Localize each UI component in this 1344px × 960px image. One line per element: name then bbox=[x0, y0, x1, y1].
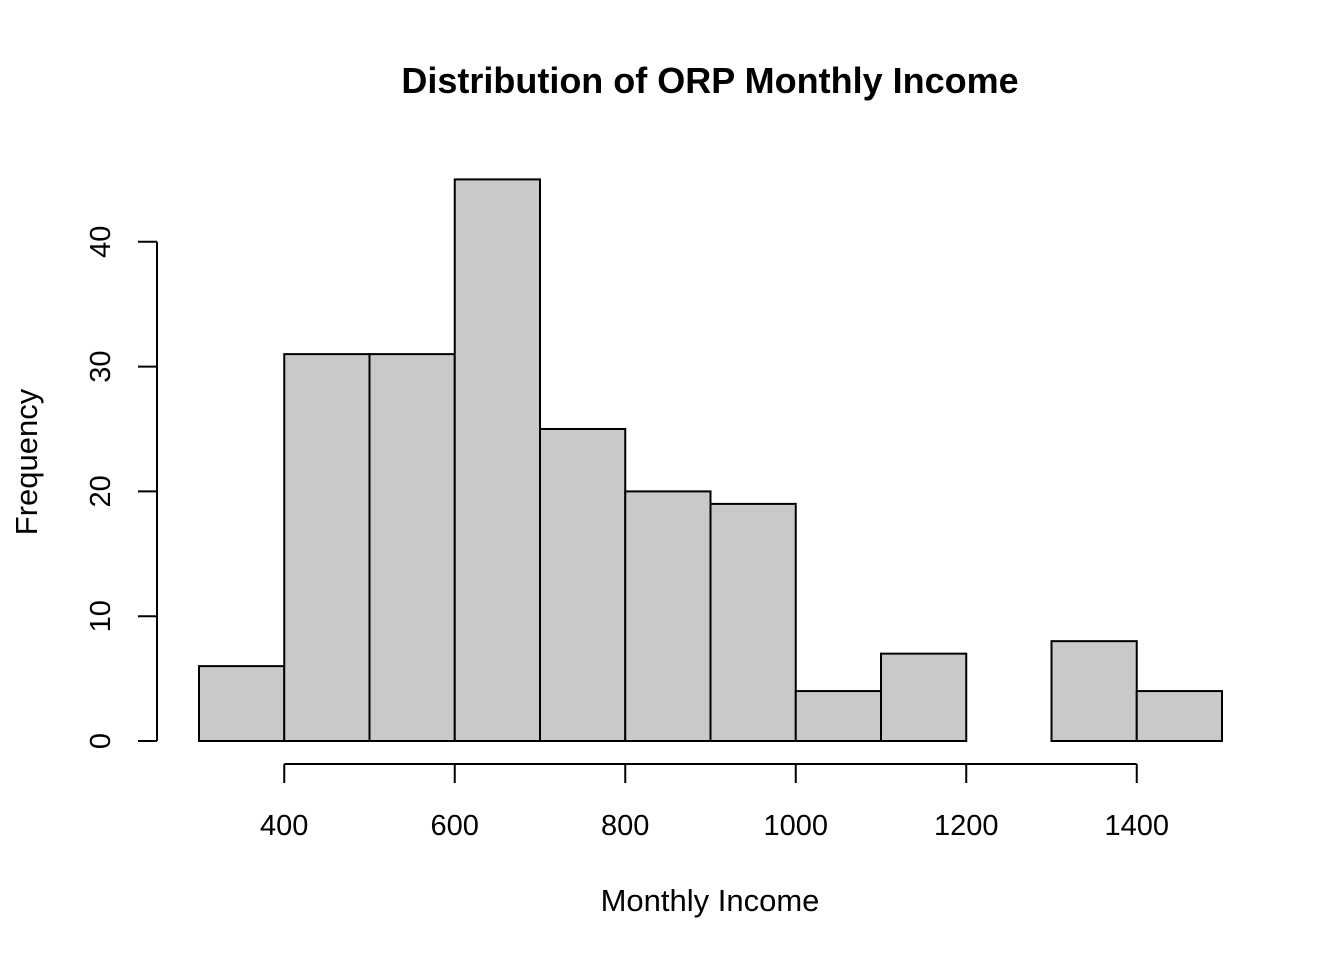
x-tick-label: 1400 bbox=[1104, 810, 1169, 842]
chart-title: Distribution of ORP Monthly Income bbox=[401, 60, 1018, 101]
histogram-bar bbox=[284, 354, 369, 741]
histogram-bar bbox=[796, 691, 881, 741]
y-tick-label: 0 bbox=[85, 733, 117, 749]
y-tick-label: 30 bbox=[85, 350, 117, 382]
y-axis: 0 10 20 30 40 bbox=[85, 226, 157, 749]
x-tick-label: 800 bbox=[601, 810, 649, 842]
histogram-bar bbox=[199, 666, 284, 741]
x-axis-label: Monthly Income bbox=[601, 883, 820, 918]
bars-group bbox=[199, 179, 1222, 741]
x-tick-label: 400 bbox=[260, 810, 308, 842]
histogram-bar bbox=[455, 179, 540, 741]
histogram-bar bbox=[1137, 691, 1222, 741]
histogram-bar bbox=[625, 491, 710, 741]
y-axis-label: Frequency bbox=[9, 388, 44, 535]
y-tick-label: 20 bbox=[85, 475, 117, 507]
x-tick-label: 600 bbox=[431, 810, 479, 842]
histogram-bar bbox=[881, 654, 966, 741]
y-tick-label: 40 bbox=[85, 226, 117, 258]
x-axis: 400 600 800 1000 1200 1400 bbox=[260, 764, 1169, 842]
histogram-bar bbox=[1052, 641, 1137, 741]
histogram-bar bbox=[711, 504, 796, 741]
y-tick-label: 10 bbox=[85, 600, 117, 632]
x-tick-label: 1000 bbox=[763, 810, 828, 842]
histogram-bar bbox=[370, 354, 455, 741]
histogram-bar bbox=[540, 429, 625, 741]
x-tick-label: 1200 bbox=[934, 810, 999, 842]
